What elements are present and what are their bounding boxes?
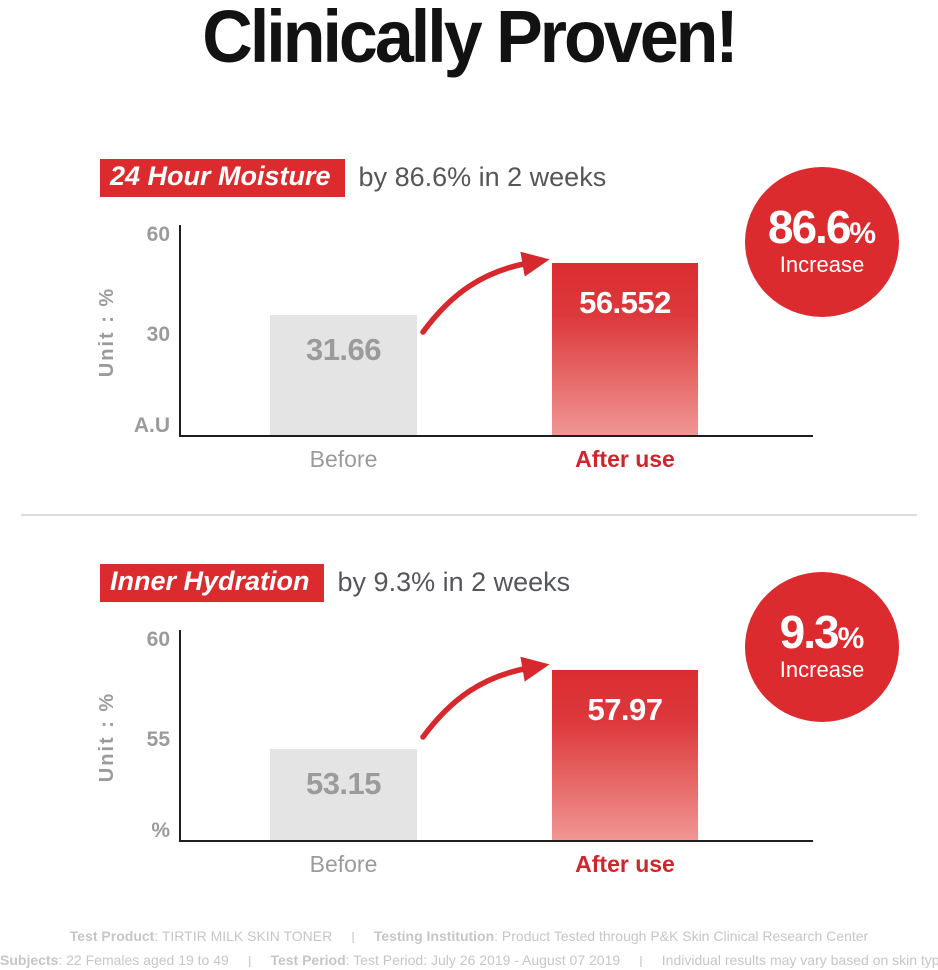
test-period-label: Test Period — [270, 952, 346, 968]
test-product-value: : TIRTIR MILK SKIN TONER — [154, 928, 333, 944]
test-product-label: Test Product — [69, 928, 155, 944]
moisture-chart-header: 24 Hour Moisture by 86.6% in 2 weeks — [100, 158, 606, 198]
increase-caption: Increase — [779, 657, 865, 683]
before-bar: 31.66 — [270, 315, 417, 435]
subjects-label: Subjects — [0, 952, 59, 968]
increase-percent: 9.3% — [779, 605, 865, 658]
before-axis-label: Before — [309, 446, 378, 472]
after-axis-label: After use — [575, 446, 675, 472]
page-title: Clinically Proven! — [202, 0, 738, 78]
hydration-chart-section: Inner Hydration by 9.3% in 2 weeks Unit … — [0, 563, 938, 908]
hydration-subtitle: by 9.3% in 2 weeks — [337, 566, 571, 597]
subjects-value: : 22 Females aged 19 to 49 — [58, 952, 229, 968]
footer-separator: | — [639, 953, 643, 967]
x-axis-line — [179, 435, 813, 437]
footer-separator: | — [247, 953, 252, 967]
y-axis-line — [179, 225, 181, 437]
after-bar-value: 56.552 — [579, 285, 671, 320]
results-vary-note: Individual results may vary based on ski… — [661, 952, 938, 968]
increase-caption: Increase — [779, 252, 865, 278]
x-axis-line — [179, 840, 813, 842]
y-axis-line — [179, 630, 181, 842]
footer-line-1: Test Product: TIRTIR MILK SKIN TONER | Tes… — [0, 928, 938, 944]
testing-institution-label: Testing Institution — [373, 928, 495, 944]
footer-line-2: Subjects: 22 Females aged 19 to 49 | Test … — [0, 952, 938, 968]
y-tick-55: 55 — [146, 728, 170, 751]
y-tick-au: A.U — [133, 414, 170, 437]
before-bar-value: 31.66 — [305, 332, 382, 367]
after-axis-label: After use — [575, 851, 675, 877]
hydration-increase-badge: 9.3% Increase — [745, 572, 899, 722]
testing-institution-value: : Product Tested through P&K Skin Clinic… — [494, 928, 869, 944]
test-period-value: : Test Period: July 26 2019 - August 07 … — [345, 952, 621, 968]
section-divider — [21, 514, 917, 516]
moisture-subtitle: by 86.6% in 2 weeks — [358, 161, 607, 192]
after-bar: 57.97 — [552, 670, 698, 840]
after-bar: 56.552 — [552, 263, 698, 435]
hydration-chart-header: Inner Hydration by 9.3% in 2 weeks — [100, 563, 570, 603]
y-tick-60: 60 — [146, 223, 170, 246]
hydration-title-badge: Inner Hydration — [100, 563, 324, 603]
y-tick-percent: % — [151, 819, 170, 842]
moisture-increase-badge: 86.6% Increase — [745, 167, 899, 317]
before-bar: 53.15 — [270, 749, 417, 840]
increase-arrow-icon — [420, 656, 550, 740]
increase-percent: 86.6% — [767, 200, 877, 253]
before-bar-value: 53.15 — [305, 766, 382, 801]
footer-separator: | — [351, 929, 355, 943]
y-tick-60: 60 — [146, 628, 170, 651]
moisture-title-badge: 24 Hour Moisture — [100, 158, 345, 198]
moisture-chart-section: 24 Hour Moisture by 86.6% in 2 weeks Uni… — [0, 158, 938, 503]
after-bar-value: 57.97 — [587, 692, 663, 727]
before-axis-label: Before — [309, 851, 378, 877]
increase-arrow-icon — [420, 251, 550, 335]
y-tick-30: 30 — [146, 323, 170, 346]
footer-disclaimer: Test Product: TIRTIR MILK SKIN TONER | Tes… — [0, 920, 938, 968]
